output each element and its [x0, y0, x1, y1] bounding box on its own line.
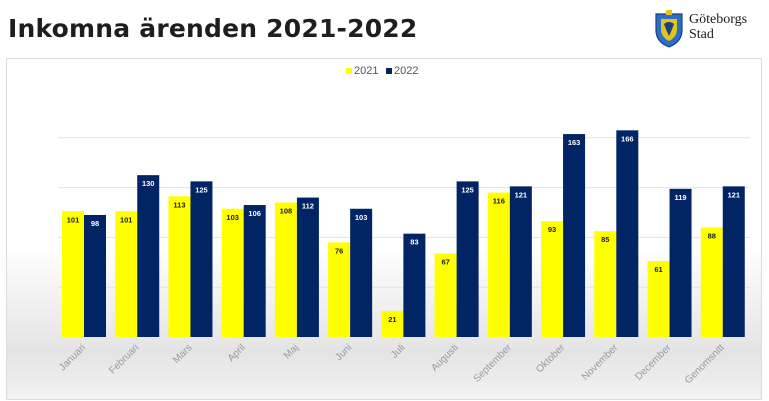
data-label: 101 — [67, 215, 80, 224]
bar-2022-februari — [137, 175, 160, 337]
data-label: 163 — [568, 138, 581, 147]
data-label: 116 — [493, 197, 505, 206]
x-tick-label: Mars — [171, 342, 195, 366]
goteborgs-stad-logo — [652, 10, 764, 50]
x-tick-label: Februari — [107, 342, 141, 376]
x-tick-label: Augusti — [429, 342, 460, 373]
bar-2021-september — [487, 192, 510, 337]
bar-2022-oktober — [563, 134, 586, 337]
x-tick-label: December — [633, 342, 674, 383]
x-tick-label: Juni — [334, 342, 355, 363]
bar-2021-augusti — [434, 253, 457, 337]
data-label: 93 — [548, 225, 556, 234]
data-label: 113 — [173, 200, 185, 209]
data-label: 101 — [120, 215, 133, 224]
bar-2021-februari — [115, 211, 138, 337]
data-label: 21 — [388, 315, 396, 324]
bar-2021-april — [221, 208, 244, 337]
bar-2021-januari — [62, 211, 84, 337]
x-tick-label: Genomsnitt — [683, 342, 727, 386]
logo-wordmark: Göteborgs Stad — [689, 12, 747, 42]
x-tick-label: Juli — [389, 342, 407, 360]
bar-2021-mars — [168, 196, 191, 337]
data-label: 67 — [441, 258, 449, 267]
data-label: 103 — [226, 213, 239, 222]
bar-2022-januari — [84, 214, 106, 337]
bar-2022-mars — [190, 181, 213, 337]
bar-2022-augusti — [456, 181, 479, 337]
x-tick-label: Januari — [57, 342, 88, 373]
logo-line-2: Stad — [689, 27, 714, 42]
data-label: 125 — [195, 185, 208, 194]
data-label: 83 — [410, 238, 418, 247]
bar-2022-december — [669, 188, 692, 337]
data-label: 106 — [248, 209, 261, 218]
bar-2021-november — [594, 231, 617, 337]
data-label: 166 — [621, 134, 634, 143]
data-label: 125 — [461, 185, 474, 194]
x-tick-label: Oktober — [534, 342, 567, 375]
data-label: 61 — [654, 265, 662, 274]
bar-2022-september — [509, 186, 532, 337]
data-label: 130 — [142, 179, 155, 188]
x-tick-label: November — [580, 342, 621, 383]
city-crest-icon — [655, 10, 683, 48]
legend-swatch-2021 — [346, 68, 352, 74]
legend-label-2021: 2021 — [354, 65, 378, 77]
data-label: 98 — [91, 219, 99, 228]
data-label: 108 — [280, 207, 293, 216]
data-label: 103 — [355, 213, 368, 222]
bar-2021-genomsnitt — [700, 227, 723, 337]
legend-label-2022: 2022 — [394, 65, 418, 77]
legend-swatch-2022 — [386, 68, 392, 74]
data-label: 88 — [708, 231, 716, 240]
bar-2021-december — [647, 261, 670, 337]
x-tick-label: September — [472, 342, 515, 385]
data-label: 85 — [601, 235, 609, 244]
bar-2021-juli — [381, 310, 404, 337]
bar-2022-juli — [403, 233, 426, 337]
bar-2022-genomsnitt — [722, 186, 745, 337]
bar-2022-april — [243, 205, 266, 337]
x-tick-label: Maj — [282, 342, 301, 361]
logo-line-1: Göteborgs — [689, 12, 748, 27]
data-label: 119 — [674, 193, 686, 202]
data-label: 121 — [728, 190, 741, 199]
bar-2021-oktober — [541, 221, 564, 337]
bar-2021-juni — [328, 242, 351, 337]
bar-2021-maj — [274, 202, 297, 337]
bar-2022-maj — [296, 197, 319, 337]
data-label: 76 — [335, 246, 343, 255]
data-label: 121 — [515, 190, 528, 199]
bar-2022-november — [616, 130, 639, 337]
x-tick-label: April — [226, 342, 248, 364]
page-title: Inkomna ärenden 2021-2022 — [8, 14, 418, 43]
data-label: 112 — [302, 202, 314, 211]
bar-2022-juni — [350, 208, 373, 337]
